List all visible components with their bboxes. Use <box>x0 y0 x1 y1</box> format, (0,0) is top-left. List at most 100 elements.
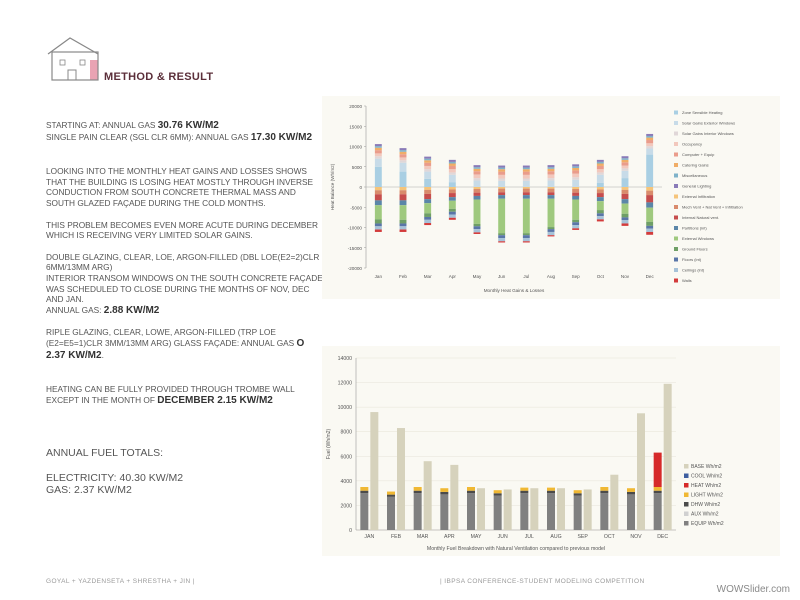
footer-conference: | IBPSA CONFERENCE-STUDENT MODELING COMP… <box>440 578 645 585</box>
bar-segment <box>399 151 407 155</box>
bar-segment <box>596 182 604 187</box>
bar-segment <box>522 178 530 181</box>
bar-segment <box>374 205 382 220</box>
legend-label: Walls <box>682 278 692 283</box>
bar-segment <box>467 493 475 530</box>
base-bar <box>370 412 379 530</box>
bar-segment <box>646 133 654 136</box>
bar-segment <box>646 154 654 187</box>
legend-label: Ceilings (int) <box>682 268 705 273</box>
bar-segment <box>627 494 635 530</box>
legend-label: Mech Vent + Nat Vent + Infiltration <box>682 205 743 210</box>
base-bar <box>530 488 539 530</box>
x-tick-label: Nov <box>621 274 630 279</box>
bar-segment <box>374 223 382 227</box>
bar-segment <box>448 163 456 166</box>
fuel-electricity: ELECTRICITY: 40.30 KW/M2 <box>46 471 184 484</box>
bar-segment <box>572 170 580 174</box>
base-bar <box>583 489 592 530</box>
bar-segment <box>520 493 529 530</box>
bar-segment <box>646 225 654 229</box>
bar-segment <box>424 158 432 161</box>
bar-segment <box>399 205 407 220</box>
legend-label: Miscellaneous <box>682 173 707 178</box>
legend-label: Solar Gains Exterior Windows <box>682 121 735 126</box>
bar-segment <box>448 172 456 175</box>
base-bar <box>397 428 405 530</box>
bar-segment <box>621 178 629 187</box>
bar-segment <box>424 187 432 190</box>
bar-segment <box>374 166 382 187</box>
bar-segment <box>522 192 530 196</box>
bar-segment <box>522 241 530 243</box>
bar-segment <box>572 167 580 171</box>
bar-segment <box>646 231 654 235</box>
legend-label: Partitions (int) <box>682 226 707 231</box>
x-tick-label: Feb <box>399 274 407 279</box>
bar-segment <box>374 150 382 154</box>
bar-segment <box>522 180 530 187</box>
heat-balance-chart-panel: 20000 15000 10000 5000 0 -5000 -10000 -15000 -20… <box>322 96 780 299</box>
fuel-breakdown-chart-panel: 0 2000 4000 6000 8000 10000 12000 14000 Fuel (Wh… <box>322 346 780 556</box>
legend-label: Catering Gains <box>682 163 709 168</box>
bar-segment <box>547 229 555 232</box>
bar-segment <box>399 226 407 230</box>
house-logo-icon <box>47 37 99 81</box>
bar-segment <box>621 187 629 190</box>
legend-label: Internal Natural vent. <box>682 215 719 220</box>
bar-segment <box>621 193 629 200</box>
bar-segment <box>399 187 407 191</box>
fuel-breakdown-chart: 0 2000 4000 6000 8000 10000 12000 14000 Fuel (Wh… <box>326 356 724 552</box>
legend-swatch <box>674 226 678 230</box>
x-tick-label: MAR <box>417 534 429 540</box>
bar-segment <box>424 178 432 187</box>
legend-swatch <box>684 521 689 526</box>
x-tick-label: NOV <box>630 534 642 540</box>
bar-segment <box>547 487 555 491</box>
bar-segment <box>596 197 604 202</box>
bar-segment <box>596 193 604 198</box>
bar-segment <box>498 178 506 181</box>
bar-segment <box>374 190 382 195</box>
watermark-link[interactable]: WOWSlider.com <box>716 584 790 595</box>
legend-swatch <box>674 163 678 167</box>
bar-segment <box>522 235 530 239</box>
bar-segment <box>413 493 422 530</box>
bar-segment <box>572 166 580 168</box>
bar-segment <box>467 487 475 491</box>
bar-segment <box>596 165 604 170</box>
bar-segment <box>360 490 369 494</box>
bar-segment <box>473 226 481 230</box>
bar-segment <box>498 171 506 175</box>
bar-segment <box>448 159 456 162</box>
bar-segment <box>653 487 662 491</box>
bar-segment <box>399 154 407 158</box>
bar-segment <box>547 490 555 494</box>
x-tick-label: AUG <box>550 534 561 540</box>
bar-segment <box>493 493 502 496</box>
bar-segment <box>413 490 422 494</box>
bar-segment <box>522 195 530 199</box>
bar-segment <box>621 189 629 194</box>
bar-segment <box>374 156 382 159</box>
base-bar <box>637 413 645 530</box>
bar-segment <box>596 161 604 164</box>
base-bar <box>450 464 459 530</box>
bar-segment <box>600 487 609 491</box>
legend-swatch <box>674 247 678 251</box>
bar-segment <box>572 189 580 193</box>
bar-segment <box>573 495 582 530</box>
y-tick-label: 0 <box>359 185 362 190</box>
bar-segment <box>424 189 432 194</box>
y-tick-label: 2000 <box>340 503 352 509</box>
bar-segment <box>522 165 530 168</box>
bar-segment <box>520 487 529 491</box>
y-tick-label: 8000 <box>340 430 352 436</box>
bar-segment <box>621 158 629 160</box>
x-tick-label: May <box>473 274 482 279</box>
x-tick-label: SEP <box>577 534 588 540</box>
bar-segment <box>424 193 432 200</box>
x-tick-label: Oct <box>597 274 605 279</box>
bar-segment <box>473 229 481 233</box>
legend-swatch <box>674 205 678 209</box>
